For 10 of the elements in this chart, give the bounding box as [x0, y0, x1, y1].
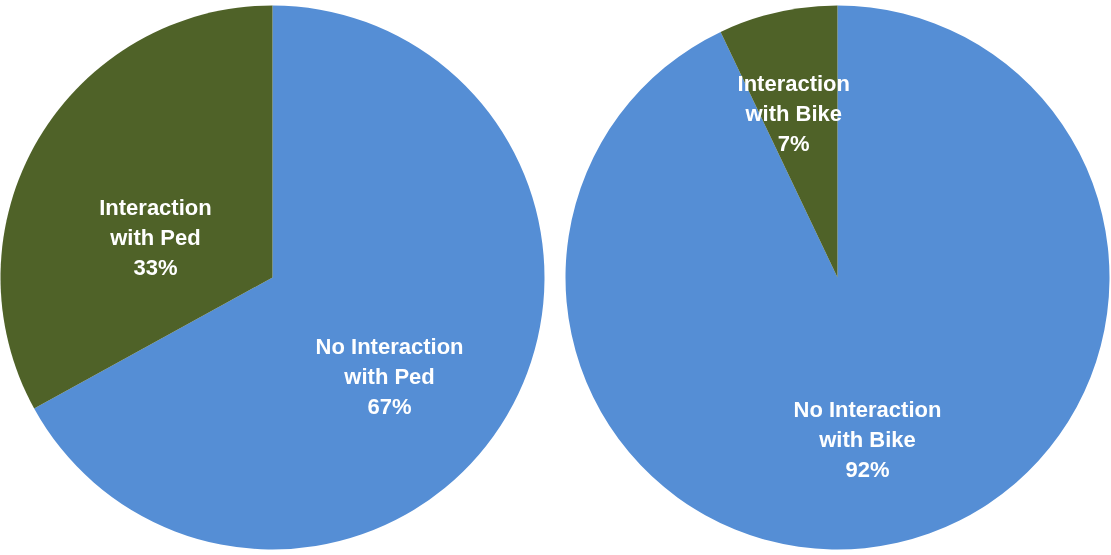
data-label: 7%	[777, 130, 810, 156]
data-label: 67%	[367, 393, 412, 419]
slice-label: No Interaction with Ped	[315, 333, 464, 389]
pie-slice	[0, 5, 273, 409]
data-label: 92%	[845, 457, 890, 483]
data-label: 33%	[133, 255, 178, 281]
slice-label: Interaction with Ped	[99, 195, 212, 251]
slice-label: No Interaction with Bike	[793, 397, 942, 453]
pie-slice	[565, 5, 1110, 550]
pie-slice	[34, 5, 545, 550]
